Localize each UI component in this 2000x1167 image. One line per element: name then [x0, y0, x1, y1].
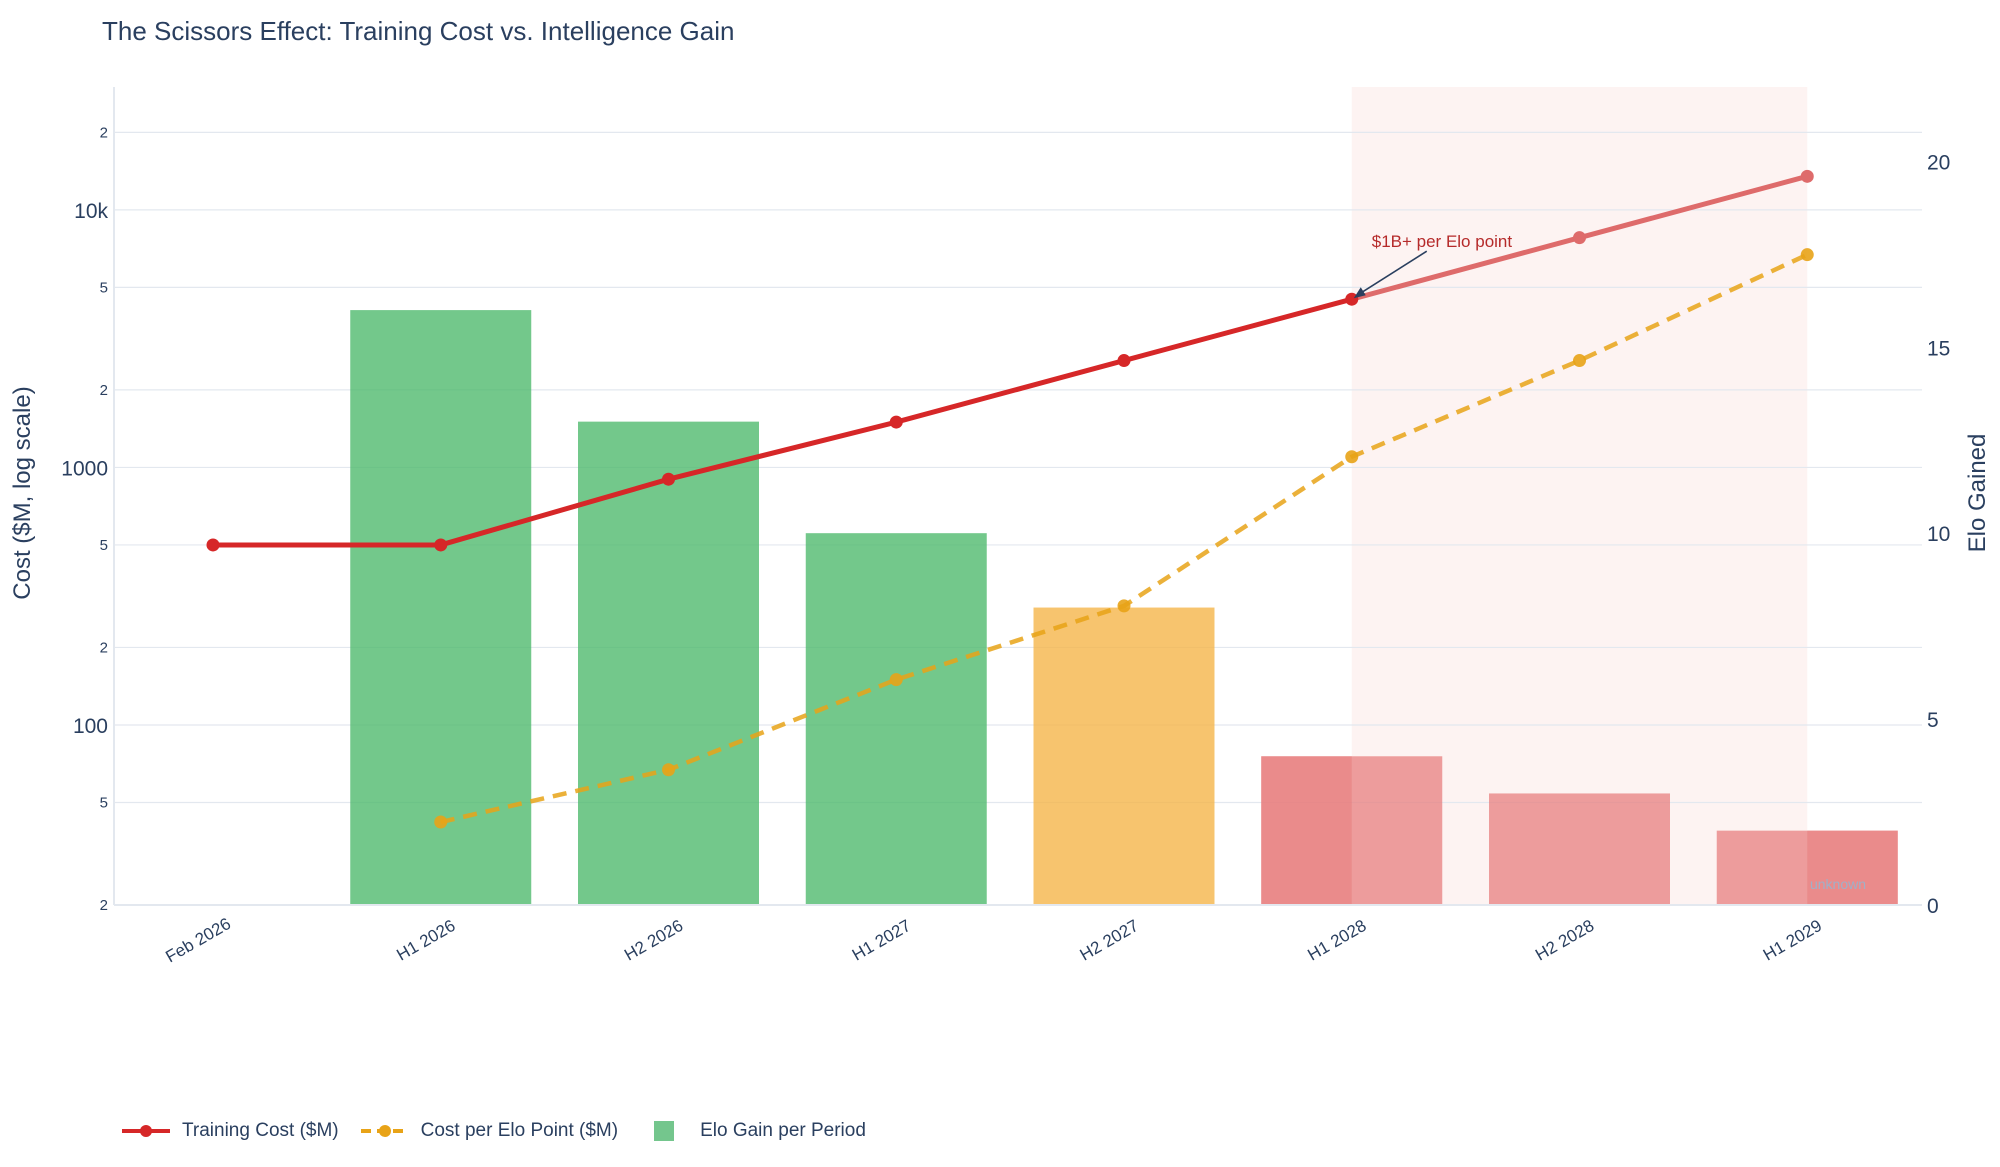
- legend-item-training-cost[interactable]: Training Cost ($M): [120, 1120, 339, 1142]
- left-tick-label: 5: [100, 537, 108, 554]
- elo-bar-h1-2027: [805, 533, 987, 905]
- training-cost-point: [1117, 354, 1131, 368]
- right-tick-label: 0: [1927, 895, 1939, 918]
- axes: [113, 87, 1922, 906]
- elo-bar-h2-2028: [1489, 793, 1670, 905]
- elo-bar-h1-2026: [350, 310, 532, 905]
- watermark-text: unknown: [1810, 876, 1866, 892]
- right-tick-label: 15: [1927, 337, 1950, 360]
- left-tick-label: 100: [73, 715, 108, 738]
- left-tick-label: 2: [100, 382, 108, 399]
- cost-per-elo-point: [889, 673, 903, 687]
- training-cost-point: [889, 415, 903, 429]
- left-tick-label: 1000: [61, 457, 108, 480]
- training-cost-point: [434, 538, 448, 552]
- left-tick-label: 5: [100, 279, 108, 296]
- x-tick-label: H2 2028: [1532, 916, 1597, 965]
- x-tick-label: H1 2027: [849, 916, 914, 965]
- elo-gain-bars: [350, 310, 1898, 905]
- x-tick-label: H1 2028: [1304, 916, 1369, 965]
- legend-item-elo-gain[interactable]: Elo Gain per Period: [638, 1120, 866, 1142]
- x-tick-label: H2 2026: [621, 916, 686, 965]
- annotation-layer: $1B+ per Elo point: [1353, 232, 1513, 299]
- legend-line-swatch: [122, 1125, 170, 1137]
- training-cost-point: [1800, 169, 1814, 183]
- annotation-arrowhead: [1353, 287, 1366, 299]
- training-cost-point: [1573, 231, 1586, 245]
- left-axis-title: Cost ($M, log scale): [9, 386, 36, 599]
- right-axis-title: Elo Gained: [1964, 434, 1991, 553]
- legend-item-cost-per-elo[interactable]: Cost per Elo Point ($M): [359, 1120, 618, 1142]
- right-tick-label: 5: [1927, 709, 1939, 732]
- cost-per-elo-point: [662, 763, 675, 777]
- cost-per-elo-point: [1345, 450, 1359, 464]
- annotation-label: $1B+ per Elo point: [1372, 232, 1513, 251]
- left-tick-label: 2: [100, 639, 108, 656]
- annotation-arrow-line: [1355, 250, 1428, 297]
- cost-per-elo-point: [1800, 248, 1814, 262]
- cost-per-elo-point: [1573, 354, 1586, 368]
- cost-per-elo-point: [1117, 599, 1131, 613]
- x-tick-label: Feb 2026: [162, 914, 234, 966]
- legend-dash-swatch: [360, 1125, 409, 1137]
- legend-label-training-cost: Training Cost ($M): [182, 1120, 339, 1141]
- elo-bar-h2-2027: [1033, 607, 1215, 905]
- training-cost-point: [1345, 292, 1359, 306]
- training-cost-point: [662, 472, 675, 486]
- series-lines: [206, 169, 1814, 829]
- right-tick-label: 10: [1927, 523, 1950, 546]
- legend-label-elo-gain: Elo Gain per Period: [700, 1120, 866, 1141]
- legend-label-cost-per-elo: Cost per Elo Point ($M): [420, 1120, 619, 1141]
- left-tick-label: 10k: [74, 200, 108, 223]
- chart-title: The Scissors Effect: Training Cost vs. I…: [102, 16, 735, 46]
- cost-per-elo-point: [434, 815, 448, 829]
- x-tick-label: H2 2027: [1077, 916, 1142, 965]
- right-tick-label: 20: [1927, 151, 1950, 174]
- elo-bar-h2-2026: [578, 421, 759, 905]
- legend: Training Cost ($M) Cost per Elo Point ($…: [120, 1120, 886, 1142]
- training-cost-point: [206, 538, 220, 552]
- left-tick-label: 2: [100, 124, 108, 141]
- elo-bar-overlap-right: [1807, 830, 1898, 905]
- left-tick-label: 5: [100, 795, 108, 812]
- legend-box-swatch: [654, 1121, 675, 1141]
- training-cost-line: [213, 296, 1353, 548]
- x-tick-label: H1 2026: [393, 916, 458, 965]
- x-tick-label: H1 2029: [1760, 916, 1825, 965]
- elo-bar-overlap-left: [1261, 756, 1352, 905]
- left-tick-label: 2: [100, 897, 108, 914]
